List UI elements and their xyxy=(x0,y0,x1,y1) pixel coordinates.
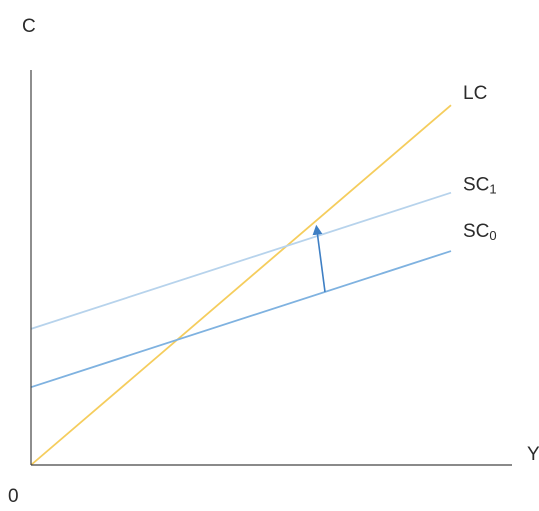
series-line-sc1 xyxy=(30,191,452,330)
series-label-sc1: SC1 xyxy=(463,175,497,197)
series-line-lc xyxy=(30,104,452,466)
series-label-sc0: SC0 xyxy=(463,221,497,243)
origin-label: 0 xyxy=(8,486,19,507)
series-layer xyxy=(30,104,452,466)
series-labels: LC SC1 SC0 xyxy=(463,83,497,243)
x-axis-label: Y xyxy=(527,444,539,465)
series-line-sc0 xyxy=(30,250,452,389)
y-axis-label: C xyxy=(22,16,36,37)
shift-arrow xyxy=(312,224,326,292)
series-label-lc: LC xyxy=(463,83,487,104)
